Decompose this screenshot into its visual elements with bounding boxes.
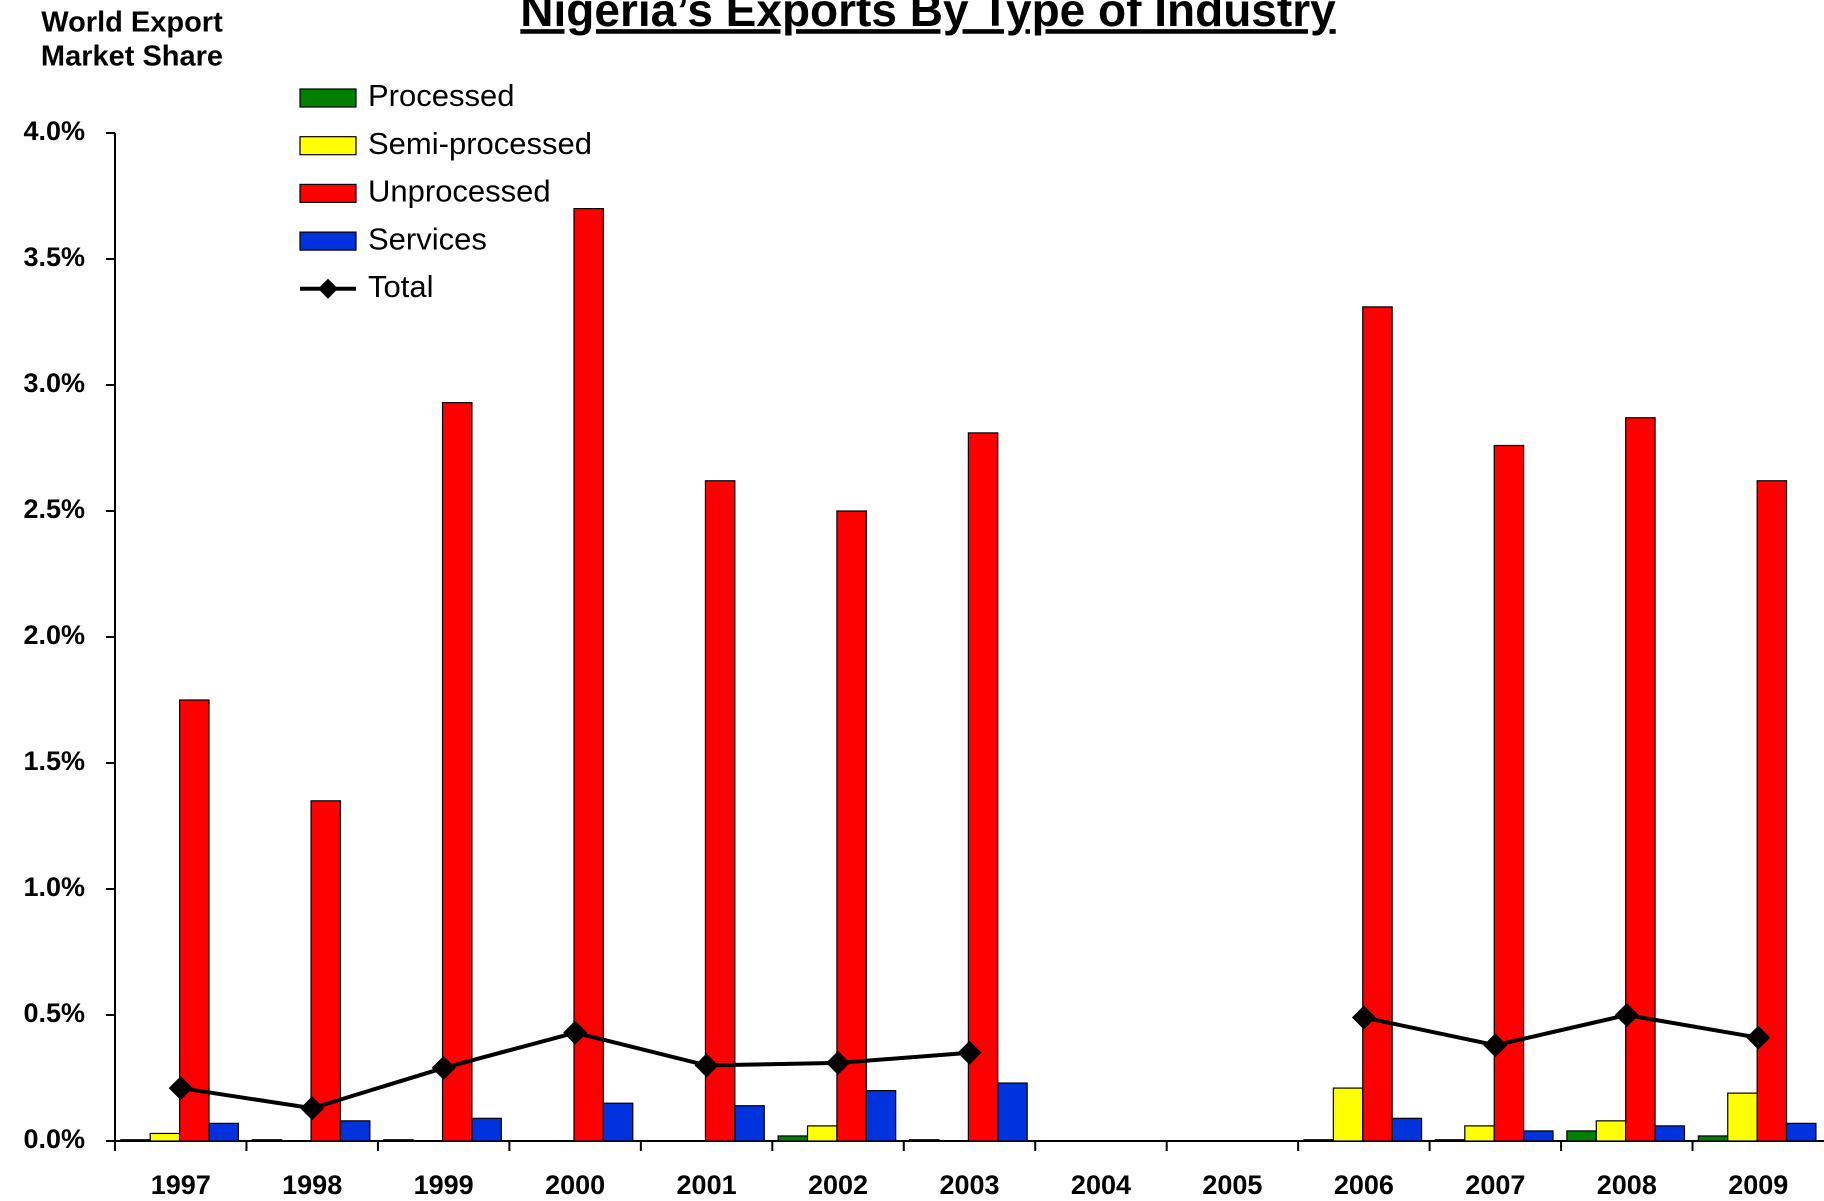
bar [120, 1139, 151, 1142]
bar [704, 480, 736, 1142]
bar [1303, 1139, 1334, 1142]
marker [168, 1076, 193, 1101]
marker [1351, 1005, 1376, 1030]
y-tick-label: 1.0% [23, 872, 85, 902]
y-tick-label: 4.0% [23, 116, 85, 146]
x-tick-label: 1999 [414, 1170, 474, 1200]
y-tick-label: 0.0% [23, 1124, 85, 1154]
bar [149, 1132, 181, 1142]
legend-label: Processed [368, 78, 514, 113]
marker [1483, 1033, 1508, 1058]
legend-swatch [299, 231, 357, 251]
bar [1464, 1125, 1495, 1142]
bar [602, 1102, 634, 1142]
marker [957, 1040, 982, 1065]
x-tick-label: 2004 [1071, 1170, 1131, 1200]
bar [441, 402, 473, 1142]
x-tick-label: 1997 [151, 1170, 211, 1200]
bar [1625, 417, 1656, 1142]
bar [997, 1082, 1028, 1142]
marker [431, 1055, 456, 1080]
line [1363, 1012, 1759, 1048]
marker [694, 1053, 719, 1078]
y-tick-label: 1.5% [23, 746, 85, 776]
x-tick-label: 2007 [1465, 1170, 1525, 1200]
x-tick-label: 2002 [808, 1170, 868, 1200]
bar [1391, 1117, 1423, 1142]
marker [1614, 1003, 1639, 1027]
bar [251, 1139, 283, 1142]
bar [1332, 1087, 1364, 1142]
x-tick-label: 2003 [939, 1170, 999, 1200]
bar [1785, 1122, 1817, 1142]
bar [1493, 444, 1525, 1142]
bar [179, 699, 210, 1142]
x-tick-label: 1998 [282, 1170, 342, 1200]
legend-swatch [299, 88, 357, 108]
legend-label: Unprocessed [368, 174, 551, 209]
y-tick-label: 0.5% [23, 998, 85, 1028]
legend-swatch [318, 278, 338, 299]
y-tick-label: 3.5% [23, 242, 85, 272]
bar [1727, 1092, 1758, 1142]
x-tick-label: 2009 [1728, 1170, 1788, 1200]
chart-title: Nigeria’s Exports By Type of Industry [520, 0, 1336, 36]
marker [300, 1096, 325, 1121]
bar [734, 1105, 765, 1142]
bar [208, 1122, 239, 1142]
bar [1595, 1120, 1627, 1142]
bar [1697, 1135, 1729, 1142]
bar [836, 510, 867, 1142]
bar [339, 1120, 371, 1142]
bar [777, 1135, 809, 1142]
x-tick-label: 2008 [1597, 1170, 1657, 1200]
bar [573, 208, 604, 1142]
bar [1434, 1139, 1466, 1142]
marker [826, 1050, 851, 1075]
bar [1654, 1125, 1686, 1142]
bar [1362, 306, 1393, 1142]
x-tick-label: 2000 [545, 1170, 605, 1200]
marker [563, 1020, 588, 1045]
legend-swatch [299, 136, 357, 156]
legend-label: Services [368, 221, 487, 256]
bar [1523, 1130, 1554, 1142]
bar [908, 1139, 940, 1142]
legend-label: Semi-processed [368, 126, 592, 161]
legend-swatch [299, 183, 357, 203]
legend-label: Total [368, 269, 433, 304]
bar [471, 1117, 502, 1142]
bar [383, 1139, 414, 1142]
y-axis-title: Market Share [41, 41, 223, 73]
bar [1566, 1130, 1597, 1142]
marker [1746, 1025, 1771, 1050]
x-tick-label: 2001 [677, 1170, 737, 1200]
x-tick-label: 2006 [1334, 1170, 1394, 1200]
y-axis-title: World Export [41, 7, 223, 39]
bar [967, 432, 999, 1142]
x-tick-label: 2005 [1202, 1170, 1262, 1200]
bar [310, 800, 342, 1142]
y-tick-label: 2.0% [23, 620, 85, 650]
y-tick-label: 3.0% [23, 368, 85, 398]
bar [865, 1089, 897, 1142]
y-tick-label: 2.5% [23, 494, 85, 524]
bar [806, 1125, 838, 1142]
